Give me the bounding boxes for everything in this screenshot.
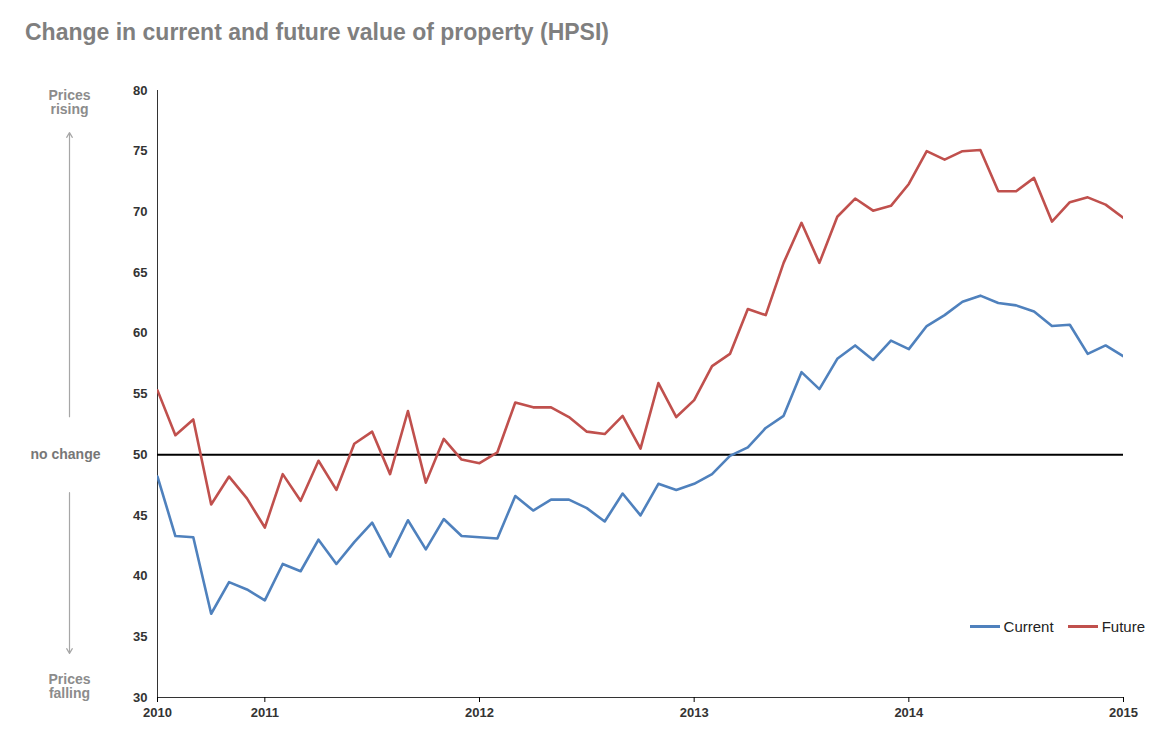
svg-text:2013: 2013: [680, 705, 709, 720]
svg-text:2011: 2011: [251, 705, 279, 720]
svg-text:Pricesrising: Pricesrising: [48, 87, 90, 117]
svg-text:2014: 2014: [894, 705, 924, 720]
svg-text:50: 50: [133, 447, 147, 462]
svg-text:30: 30: [133, 690, 147, 705]
svg-text:70: 70: [133, 204, 147, 219]
svg-text:2012: 2012: [465, 705, 494, 720]
svg-text:40: 40: [133, 568, 147, 583]
html-text:Change in current and future v: Change in current and future value of pr…: [25, 19, 609, 45]
svg-text:60: 60: [133, 325, 147, 340]
svg-text:45: 45: [133, 508, 147, 523]
html-text:Future: Future: [1101, 618, 1145, 635]
svg-text:80: 80: [133, 83, 147, 98]
svg-text:55: 55: [133, 386, 147, 401]
svg-text:65: 65: [133, 265, 147, 280]
svg-text:2015: 2015: [1109, 705, 1138, 720]
svg-text:2010: 2010: [143, 705, 172, 720]
svg-text:75: 75: [133, 143, 147, 158]
svg-text:no change: no change: [30, 446, 100, 462]
svg-text:Pricesfalling: Pricesfalling: [48, 671, 90, 701]
html-text:Current: Current: [1003, 618, 1054, 635]
svg-text:35: 35: [133, 629, 147, 644]
